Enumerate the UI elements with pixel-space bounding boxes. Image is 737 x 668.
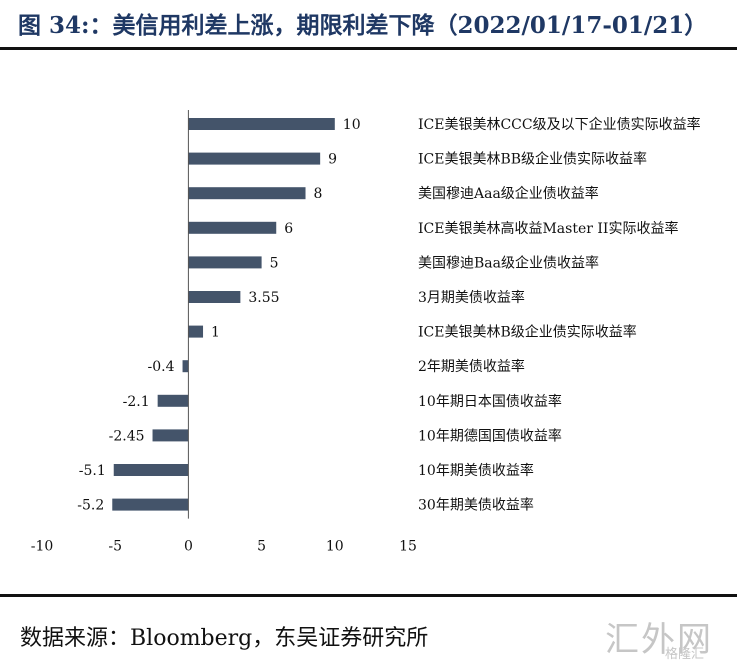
category-label-7: 2年期美债收益率 — [418, 358, 525, 375]
data-label-5: 3.55 — [248, 290, 279, 306]
category-label-9: 10年期德国国债收益率 — [418, 427, 562, 444]
data-label-10: -5.1 — [79, 463, 106, 479]
category-label-4: 美国穆迪Baa级企业债收益率 — [418, 254, 599, 271]
bar-11 — [112, 498, 189, 511]
x-axis: -10 -5 0 5 10 15 — [31, 110, 417, 555]
bar-chart: 10 9 8 6 5 3.55 1 -0.4 -2.1 -2.45 -5.1 -5.2 ICE美银美林… — [31, 110, 701, 555]
data-label-4: 5 — [270, 255, 279, 271]
data-label-2: 8 — [314, 186, 323, 202]
bar-9 — [152, 429, 189, 442]
bar-7 — [182, 360, 189, 373]
data-label-3: 6 — [284, 221, 293, 237]
category-labels-layer: ICE美银美林CCC级及以下企业债实际收益率 ICE美银美林BB级企业债实际收益率… — [418, 116, 701, 514]
x-tick-label-3: 5 — [257, 539, 266, 555]
category-label-8: 10年期日本国债收益率 — [418, 393, 562, 410]
bar-4 — [188, 256, 262, 269]
bar-0 — [188, 118, 335, 130]
category-label-2: 美国穆迪Aaa级企业债收益率 — [418, 185, 599, 202]
bar-6 — [188, 325, 204, 338]
bar-8 — [157, 394, 189, 407]
category-label-0: ICE美银美林CCC级及以下企业债实际收益率 — [418, 116, 701, 133]
data-labels-layer: 10 9 8 6 5 3.55 1 -0.4 -2.1 -2.45 -5.1 -5.2 — [77, 117, 360, 514]
chart-title: 图 34:：美信用利差上涨，期限利差下降（2022/01/17-01/21） — [18, 12, 708, 39]
data-label-8: -2.1 — [123, 394, 150, 410]
data-label-6: 1 — [211, 325, 220, 341]
x-tick-label-5: 15 — [399, 539, 417, 555]
data-label-0: 10 — [343, 117, 361, 133]
bar-3 — [188, 221, 277, 234]
data-label-11: -5.2 — [77, 498, 104, 514]
top-rule — [0, 47, 737, 50]
category-label-11: 30年期美债收益率 — [418, 497, 534, 514]
x-tick-label-1: -5 — [108, 539, 122, 555]
watermark-subtext: 格隆汇 — [665, 647, 705, 662]
x-tick-label-0: -10 — [31, 539, 54, 555]
bar-10 — [113, 464, 189, 476]
category-label-1: ICE美银美林BB级企业债实际收益率 — [418, 151, 647, 168]
bottom-rule — [0, 594, 737, 597]
category-label-10: 10年期美债收益率 — [418, 462, 534, 479]
bar-1 — [188, 152, 321, 165]
x-tick-label-4: 10 — [326, 539, 344, 555]
category-label-5: 3月期美债收益率 — [418, 289, 525, 306]
category-label-3: ICE美银美林高收益Master II实际收益率 — [418, 220, 678, 237]
bar-2 — [188, 187, 306, 200]
data-label-1: 9 — [328, 152, 337, 168]
bars-layer — [112, 118, 335, 511]
x-tick-label-2: 0 — [184, 539, 193, 555]
data-label-7: -0.4 — [148, 359, 175, 375]
watermark: 汇外网 — [605, 620, 713, 660]
source-note: 数据来源：Bloomberg，东吴证券研究所 — [20, 626, 429, 651]
bar-5 — [188, 291, 241, 303]
data-label-9: -2.45 — [109, 428, 145, 444]
category-label-6: ICE美银美林B级企业债实际收益率 — [418, 324, 637, 341]
